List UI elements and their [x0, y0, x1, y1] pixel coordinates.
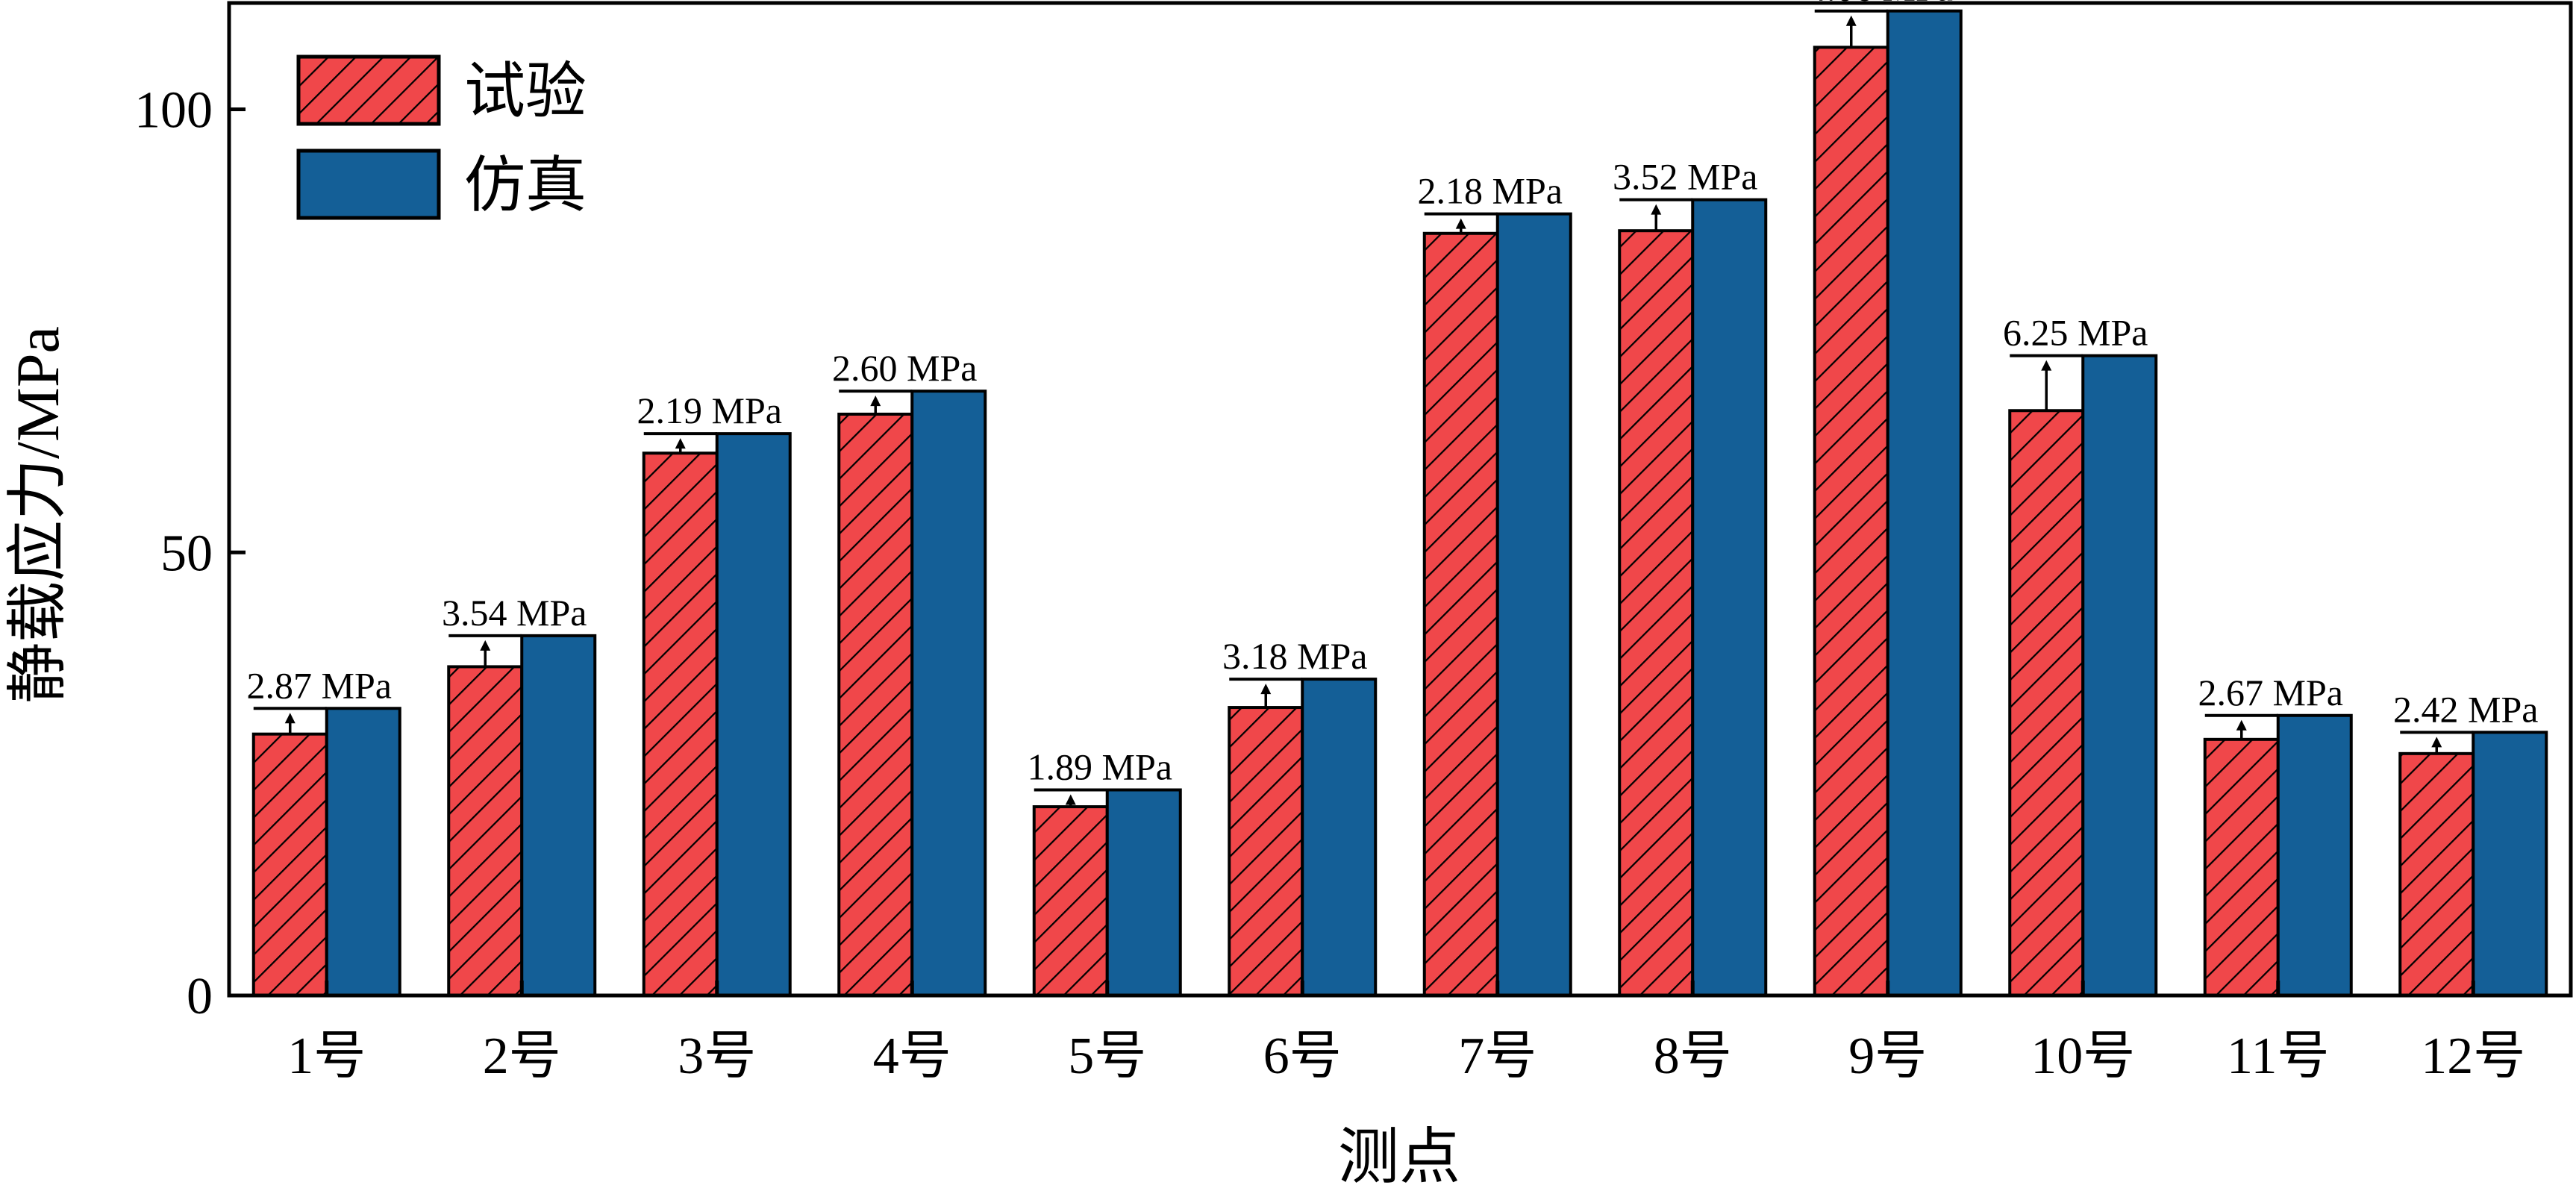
x-tick-label: 12号 [2421, 1028, 2525, 1085]
difference-label: 1.89 MPa [1028, 746, 1172, 788]
difference-arrow-head [1260, 684, 1272, 695]
plot-layer: 0 50 100 1号 2.87 MPa 2号 3.54 MPa 3号 2.19 MPa 4号 2.… [134, 0, 2548, 1085]
difference-label: 2.67 MPa [2198, 672, 2343, 713]
bar-simulation [2081, 354, 2158, 997]
x-tick-label: 6号 [1263, 1028, 1342, 1085]
bar-test [2008, 409, 2085, 997]
bar-simulation [910, 390, 987, 997]
bar-simulation [1691, 198, 1768, 997]
difference-arrow-head [480, 640, 491, 651]
bar-simulation [1886, 9, 1963, 997]
x-tick-label: 7号 [1458, 1028, 1536, 1085]
difference-arrow-head [2041, 360, 2052, 371]
difference-label: 2.42 MPa [2393, 688, 2538, 730]
x-axis-title: 测点 [1338, 1123, 1460, 1191]
bar-simulation [1301, 678, 1378, 997]
difference-label: 3.18 MPa [1222, 635, 1367, 677]
difference-label: 2.60 MPa [832, 347, 977, 389]
bar-test [447, 665, 524, 997]
legend-label-test: 试验 [464, 57, 587, 125]
bar-test [2203, 737, 2280, 997]
bar-simulation [325, 707, 401, 997]
bar-test [1032, 805, 1109, 997]
difference-label: 2.19 MPa [637, 390, 782, 431]
x-tick-label: 11号 [2227, 1028, 2329, 1085]
bar-test [2398, 751, 2475, 997]
bar-simulation [715, 432, 792, 997]
legend-swatch-test [296, 54, 441, 126]
plot-frame [227, 1, 2573, 998]
difference-label: 3.52 MPa [1613, 156, 1757, 198]
bar-simulation [1105, 788, 1182, 997]
legend-label-sim: 仿真 [464, 151, 587, 219]
bar-simulation [1495, 212, 1572, 997]
bar-test [837, 413, 914, 997]
difference-label: 3.54 MPa [442, 592, 587, 634]
x-tick-label: 1号 [287, 1028, 366, 1085]
x-tick-label: 4号 [873, 1028, 951, 1085]
difference-arrow-head [1845, 15, 1857, 26]
y-tick-label: 50 [160, 525, 213, 582]
difference-arrow-head [675, 438, 686, 449]
legend-swatch-sim [296, 149, 441, 220]
difference-arrow-head [1455, 218, 1466, 229]
x-tick-label: 9号 [1848, 1028, 1927, 1085]
x-tick-label: 10号 [2031, 1028, 2135, 1085]
y-axis-title: 静载应力/MPa [4, 326, 72, 704]
y-tick-label: 100 [134, 82, 213, 140]
legend: 试验 仿真 [296, 54, 587, 220]
difference-arrow-head [2236, 719, 2247, 731]
x-tick-label: 2号 [483, 1028, 561, 1085]
difference-arrow-head [284, 713, 296, 724]
difference-label: 2.18 MPa [1418, 170, 1563, 212]
bar-simulation [2276, 713, 2353, 997]
bar-test [1422, 231, 1499, 997]
difference-arrow-head [1651, 204, 1662, 215]
y-tick-label: 0 [187, 968, 213, 1025]
x-tick-label: 8号 [1654, 1028, 1732, 1085]
difference-arrow-head [1065, 794, 1076, 805]
difference-label: 6.25 MPa [2003, 312, 2148, 354]
bar-test [1618, 229, 1695, 997]
x-tick-label: 3号 [678, 1028, 756, 1085]
difference-arrow-head [870, 396, 881, 407]
difference-label: 2.87 MPa [247, 664, 392, 706]
bar-test [642, 451, 719, 997]
bar-test [251, 732, 328, 997]
difference-arrow-head [2431, 737, 2442, 748]
bar-simulation [2472, 731, 2548, 997]
bar-simulation [520, 634, 597, 997]
bar-test [1228, 706, 1304, 997]
x-tick-label: 5号 [1068, 1028, 1146, 1085]
bar-test [1813, 46, 1889, 997]
